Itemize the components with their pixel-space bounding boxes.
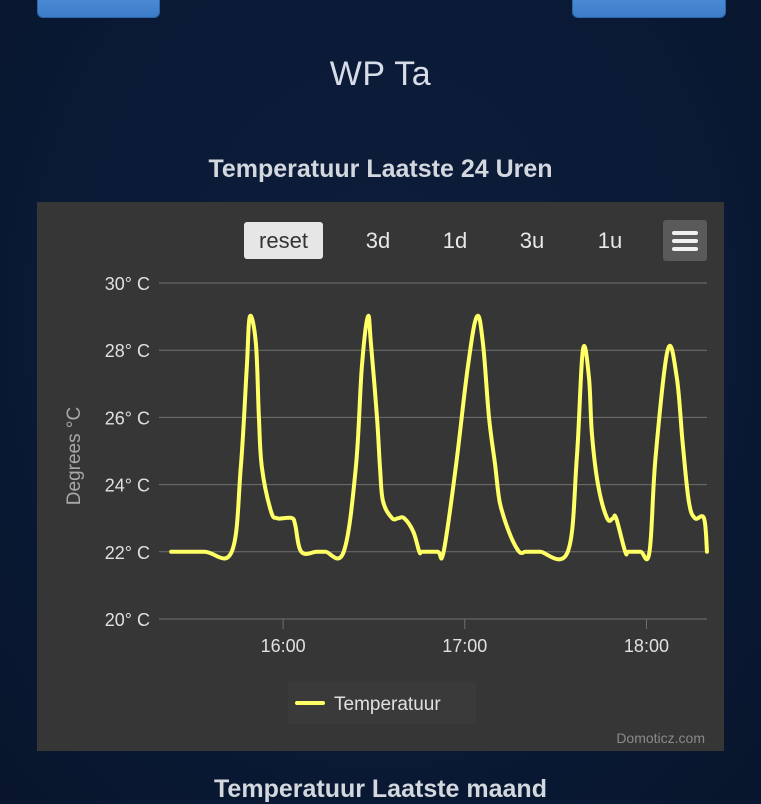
hamburger-icon-bar bbox=[672, 231, 698, 235]
y-tick-label: 30° C bbox=[105, 274, 150, 294]
hamburger-icon-bar bbox=[672, 247, 698, 251]
zoom-3u-button[interactable]: 3u bbox=[519, 228, 545, 253]
temperature-chart: 20° C 22° C 24° C 26° C 28° C 30° C 16:00 17:00… bbox=[64, 274, 709, 724]
credits-link[interactable]: Domoticz.com bbox=[616, 730, 705, 746]
y-tick-label: 24° C bbox=[105, 476, 150, 496]
legend-label: Temperatuur bbox=[334, 694, 441, 715]
next-chart-title: Temperatuur Laatste maand bbox=[214, 775, 547, 803]
y-axis-title: Degrees °C bbox=[64, 407, 85, 505]
zoom-3d-button[interactable]: 3d bbox=[365, 228, 391, 253]
zoom-reset-button[interactable]: reset bbox=[244, 222, 323, 259]
y-tick-label: 20° C bbox=[105, 610, 150, 630]
hamburger-icon-bar bbox=[672, 239, 698, 243]
y-tick-label: 22° C bbox=[105, 543, 150, 563]
x-tick-label: 18:00 bbox=[624, 636, 669, 656]
x-tick-label: 17:00 bbox=[442, 636, 487, 656]
zoom-1d-button[interactable]: 1d bbox=[442, 228, 468, 253]
y-tick-label: 26° C bbox=[105, 408, 150, 428]
y-tick-label: 28° C bbox=[105, 341, 150, 361]
device-title: WP Ta bbox=[329, 55, 432, 93]
chart-container: 20° C 22° C 24° C 26° C 28° C 30° C 16:00 17:00… bbox=[37, 202, 724, 751]
series-line-temperatuur bbox=[169, 313, 709, 562]
zoom-1u-button[interactable]: 1u bbox=[597, 228, 623, 253]
nav-button-right[interactable] bbox=[572, 0, 726, 18]
x-tick-label: 16:00 bbox=[261, 636, 306, 656]
nav-button-left[interactable] bbox=[37, 0, 160, 18]
chart-title: Temperatuur Laatste 24 Uren bbox=[208, 155, 553, 183]
chart-menu-button[interactable] bbox=[663, 220, 707, 261]
